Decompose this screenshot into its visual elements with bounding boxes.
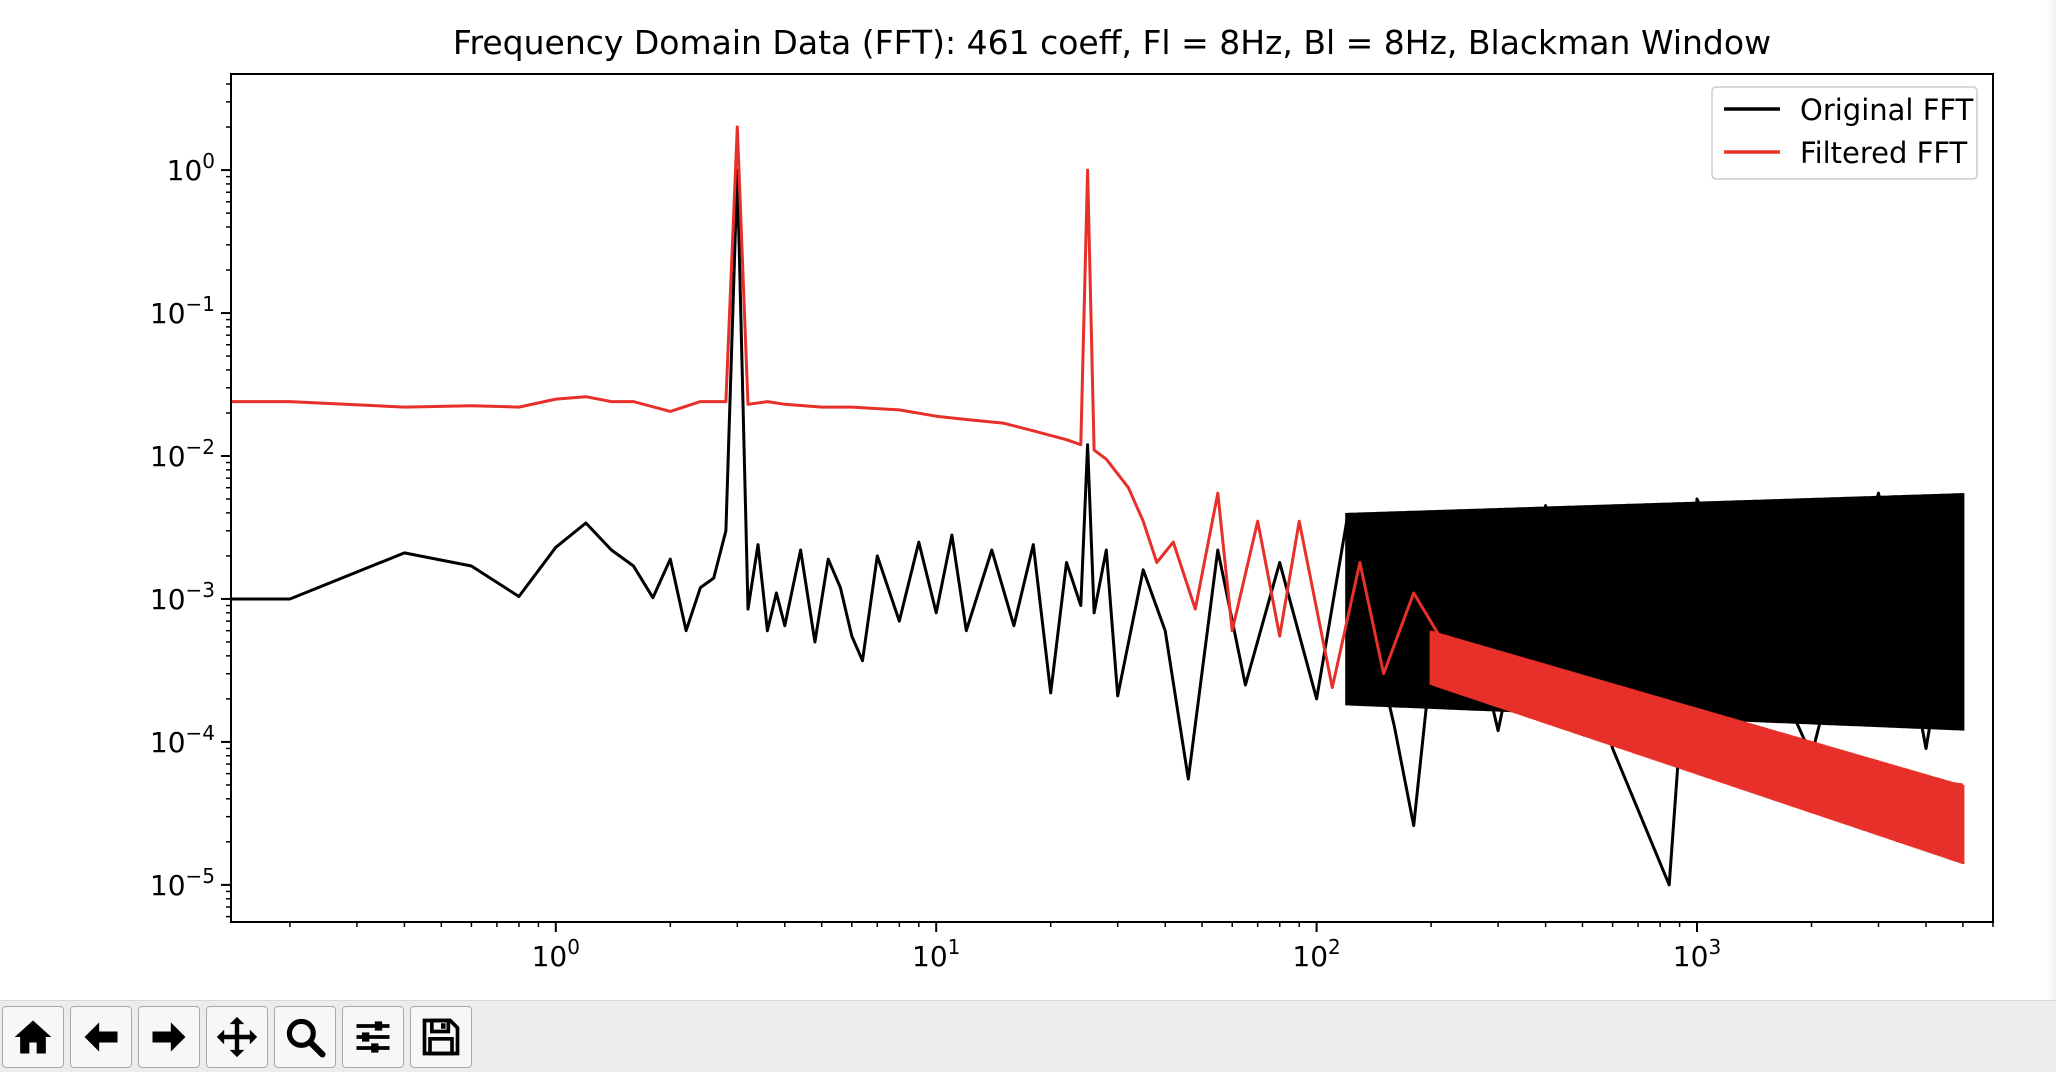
y-tick-label: 10−3 [150,578,215,616]
figure-canvas: Frequency Domain Data (FFT): 461 coeff, … [149,23,1994,973]
legend-label-filtered: Filtered FFT [1800,136,1968,170]
plot-area-frame [230,73,1994,923]
home-icon [14,1020,52,1053]
navigation-toolbar [0,1000,2056,1072]
back-button[interactable] [70,1005,132,1068]
legend: Original FFT Filtered FFT [1711,86,1978,180]
y-tick-label: 10−5 [150,864,215,902]
pan-button[interactable] [206,1005,268,1068]
back-arrow-icon [84,1021,118,1052]
forward-button[interactable] [138,1005,200,1068]
configure-subplots-icon [356,1020,390,1053]
y-tick-label: 10−4 [150,721,215,759]
pan-icon [216,1016,258,1057]
x-tick-label: 103 [1673,935,1721,973]
legend-label-original: Original FFT [1800,93,1974,127]
fft-chart: Frequency Domain Data (FFT): 461 coeff, … [150,23,1994,973]
forward-arrow-icon [152,1021,186,1052]
window-edge [2046,0,2056,1072]
series-filtered-line [231,125,1964,787]
y-tick-label: 10−1 [150,292,215,330]
y-tick-label: 100 [167,149,215,187]
home-button[interactable] [2,1005,64,1068]
zoom-button[interactable] [274,1005,336,1068]
y-tick-label: 10−2 [150,435,215,473]
configure-subplots-button[interactable] [342,1005,404,1068]
x-tick-label: 102 [1292,935,1340,973]
series-original-line [231,168,1965,887]
chart-title: Frequency Domain Data (FFT): 461 coeff, … [453,23,1771,62]
save-button[interactable] [410,1005,472,1068]
save-icon [422,1018,460,1055]
x-tick-label: 100 [532,935,580,973]
zoom-icon [286,1018,326,1058]
x-tick-label: 101 [912,935,960,973]
